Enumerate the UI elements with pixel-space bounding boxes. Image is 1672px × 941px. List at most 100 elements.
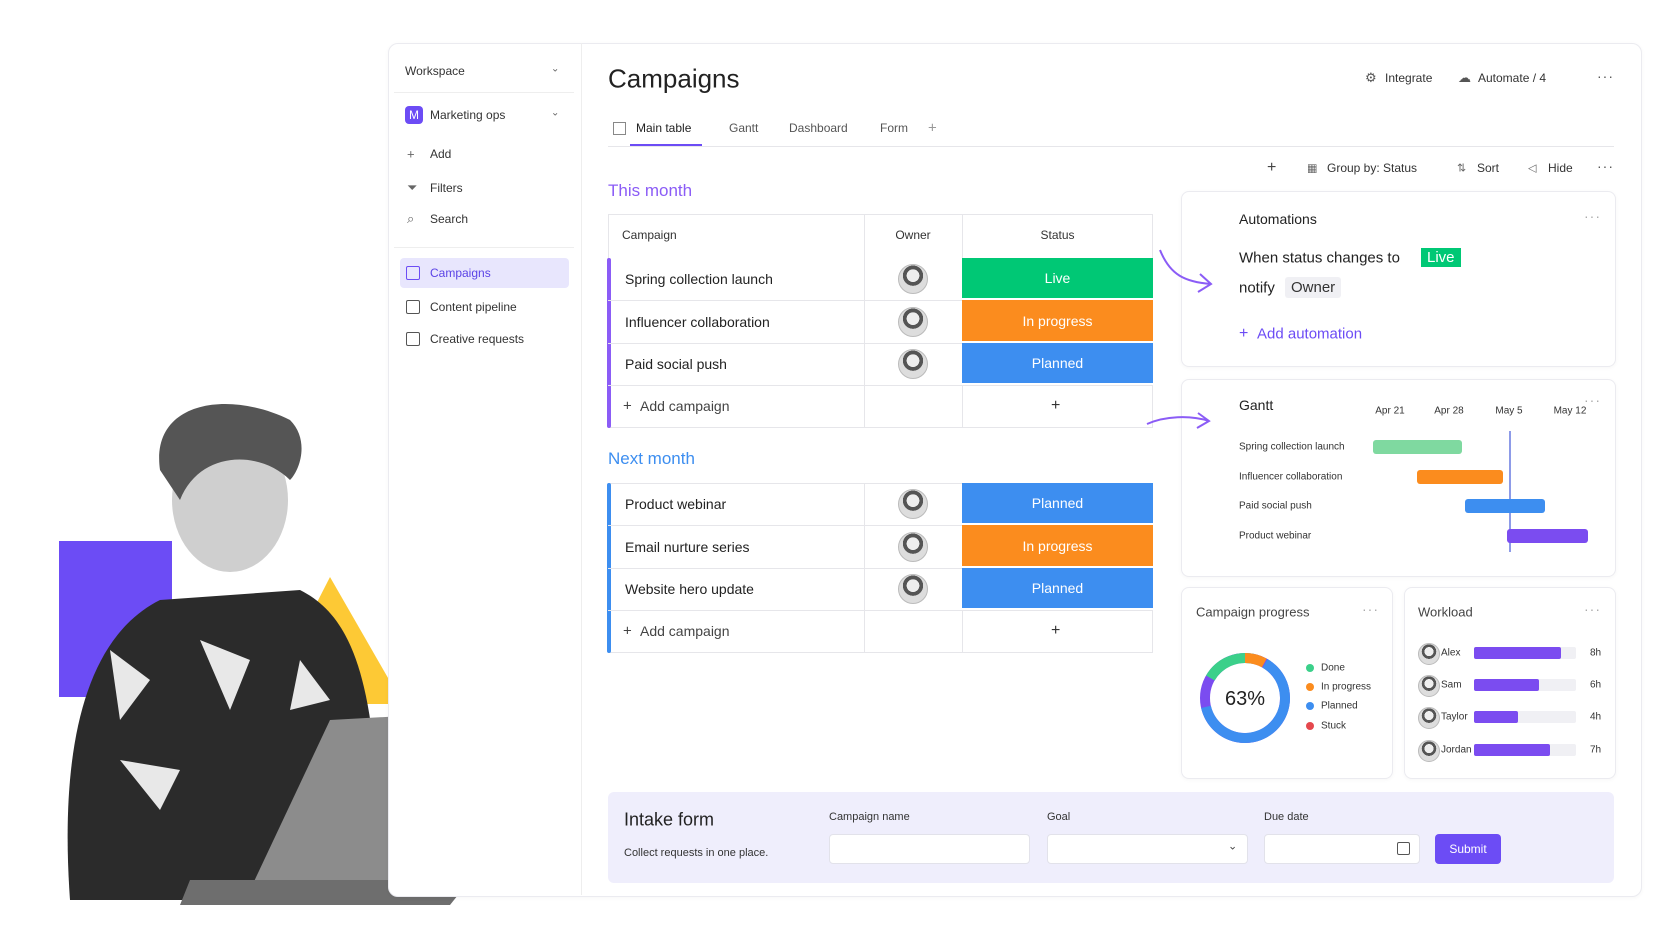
workspace-select[interactable]: Workspace <box>405 64 465 78</box>
avatar <box>898 264 928 295</box>
gantt-task: Product webinar <box>1239 530 1312 542</box>
add-icon: + <box>623 397 632 415</box>
automations-card <box>1181 191 1616 367</box>
campaign-name: Website hero update <box>625 581 754 597</box>
toolbar-icon: ▦ <box>1307 162 1318 175</box>
nav-item[interactable]: Creative requests <box>430 332 525 346</box>
board-icon: M <box>405 106 423 124</box>
legend-dot <box>1306 722 1314 730</box>
tab[interactable]: Form <box>880 121 908 135</box>
row-line <box>608 610 1153 612</box>
toolbar-add: + <box>1267 159 1277 176</box>
gantt-bar <box>1507 529 1588 543</box>
chevron: ⌄ <box>551 107 560 119</box>
row-line <box>608 567 1153 569</box>
board-select[interactable]: Marketing ops <box>430 108 506 122</box>
today-line <box>1509 431 1511 552</box>
action-icon: ⏷ <box>407 180 418 195</box>
gantt-task: Paid social push <box>1239 500 1312 512</box>
legend-dot <box>1306 683 1314 691</box>
more: ··· <box>1597 158 1614 174</box>
row-line <box>608 385 1153 387</box>
status[interactable]: Planned <box>962 567 1153 611</box>
avatar <box>898 531 928 562</box>
gantt-date: May 12 <box>1553 405 1587 417</box>
tab-underline <box>630 144 702 146</box>
avatar <box>1418 740 1440 762</box>
status[interactable]: Live <box>962 258 1153 301</box>
sidebar-action[interactable]: Filters <box>430 181 463 195</box>
calendar-icon <box>1397 842 1410 855</box>
page-title: Campaigns <box>608 63 740 94</box>
nav-icon <box>406 266 420 280</box>
field-input[interactable] <box>829 834 1030 864</box>
submit-button[interactable]: Submit <box>1435 834 1501 864</box>
row-line <box>608 300 1153 302</box>
header-button[interactable]: Integrate <box>1385 71 1433 85</box>
avatar <box>898 306 928 337</box>
column-header: Owner <box>895 228 931 242</box>
gantt-bar <box>1417 470 1503 484</box>
avatar <box>1418 675 1440 697</box>
nav-icon <box>406 332 420 346</box>
toolbar-button[interactable]: Sort <box>1477 161 1500 175</box>
status[interactable]: Planned <box>962 483 1153 526</box>
gantt-task: Spring collection launch <box>1239 441 1345 453</box>
tab[interactable]: Dashboard <box>789 121 848 135</box>
action-icon: + <box>407 146 415 162</box>
toolbar-button[interactable]: Group by: Status <box>1327 161 1418 175</box>
field-label: Goal <box>1047 811 1071 823</box>
avatar <box>898 574 928 604</box>
toolbar-button[interactable]: Hide <box>1548 161 1573 175</box>
status[interactable]: Planned <box>962 342 1153 386</box>
sidebar-action[interactable]: Add <box>430 147 452 161</box>
gantt-date: Apr 21 <box>1375 405 1405 417</box>
legend-label: Stuck <box>1321 720 1347 732</box>
action: notify <box>1239 279 1275 297</box>
legend-label: Planned <box>1321 700 1358 712</box>
status[interactable]: In progress <box>962 525 1153 568</box>
card-title: Automations <box>1239 211 1317 227</box>
action-icon: ⌕ <box>407 211 415 226</box>
field-label: Campaign name <box>829 811 910 823</box>
avatar <box>1418 643 1440 665</box>
add-row[interactable]: Add campaign <box>640 398 730 415</box>
form-subtitle: Collect requests in one place. <box>624 847 769 859</box>
divider <box>394 247 574 248</box>
campaign-name: Influencer collaboration <box>625 313 770 330</box>
row-line <box>608 525 1153 527</box>
tab[interactable]: Gantt <box>729 121 759 135</box>
header-button[interactable]: Automate / 4 <box>1478 71 1547 85</box>
add-automation[interactable]: Add automation <box>1257 325 1363 343</box>
tab[interactable]: Main table <box>636 121 692 135</box>
sidebar-divider <box>581 43 582 895</box>
nav-item[interactable]: Content pipeline <box>430 300 517 314</box>
form-title: Intake form <box>624 809 715 830</box>
nav-item[interactable]: Campaigns <box>430 266 491 280</box>
person-name: Sam <box>1441 679 1462 691</box>
gantt-card <box>1181 379 1616 577</box>
workload-bar <box>1474 679 1540 691</box>
field-input[interactable] <box>1264 834 1420 864</box>
sidebar-action[interactable]: Search <box>430 212 469 226</box>
field-label: Due date <box>1264 811 1309 823</box>
group-title: Next month <box>608 449 695 468</box>
field-input[interactable] <box>1047 834 1248 864</box>
campaign-name: Paid social push <box>625 356 727 372</box>
tab-divider <box>608 146 1614 147</box>
add-row[interactable]: Add campaign <box>640 623 730 640</box>
card-title: Workload <box>1418 604 1473 620</box>
legend-dot <box>1306 664 1314 672</box>
status[interactable]: In progress <box>962 300 1153 343</box>
group-title: This month <box>608 181 693 200</box>
workload-bar <box>1474 744 1551 756</box>
toolbar-icon: ◁ <box>1528 162 1537 175</box>
nav-highlight <box>400 258 569 288</box>
gantt-date: May 5 <box>1495 405 1523 417</box>
workload-bar <box>1474 647 1562 659</box>
avatar <box>1418 707 1440 729</box>
more: ··· <box>1597 68 1614 84</box>
add-row-plus: + <box>1051 622 1061 640</box>
button-icon: ⚙ <box>1365 70 1377 85</box>
